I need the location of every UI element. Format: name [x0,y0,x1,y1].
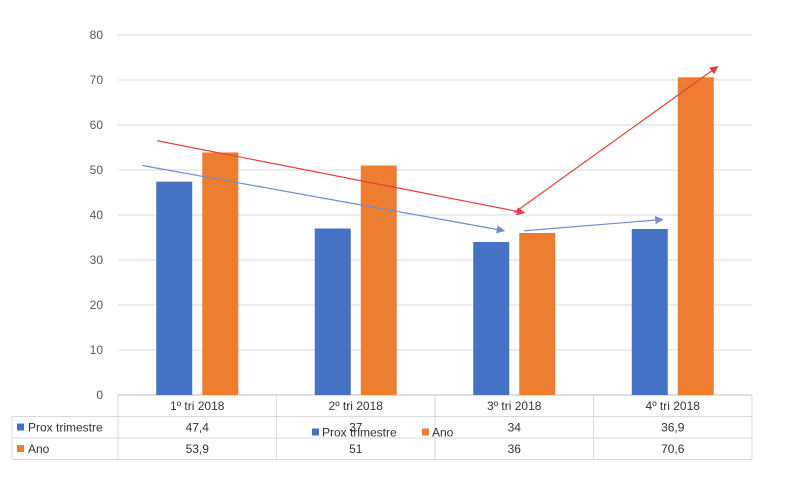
bar-ano [677,77,714,396]
trend-arrow [142,164,506,234]
data-label: 37 [349,421,363,435]
data-label: 36 [508,442,522,456]
y-axis-ticks: 0 10 20 30 40 50 60 70 80 [90,28,104,402]
table-row-label: Prox trimestre [28,421,103,435]
y-tick-label: 40 [90,208,104,222]
y-tick-label: 50 [90,163,104,177]
x-tick-label: 2º tri 2018 [329,399,384,413]
data-label: 36,9 [661,421,685,435]
bar-prox-trimestre [156,181,193,395]
bar-ano [202,152,239,395]
x-tick-label: 3º tri 2018 [487,399,542,413]
trend-arrow [157,140,526,216]
legend-key [312,428,319,436]
x-tick-label: 1º tri 2018 [170,399,225,413]
y-tick-label: 70 [90,73,104,87]
table-row-label: Ano [28,442,50,456]
bar-ano [519,233,556,395]
y-tick-label: 30 [90,253,104,267]
table-legend-key [17,423,24,431]
legend-label: Ano [432,426,454,440]
data-label: 34 [508,421,522,435]
bars [156,77,714,396]
bar-prox-trimestre [631,228,668,395]
trend-arrow [513,66,719,214]
bar-prox-trimestre [473,242,510,395]
data-label: 53,9 [186,442,210,456]
data-table: 1º tri 2018 2º tri 2018 3º tri 2018 4º tri … [11,395,753,460]
bar-ano [360,165,397,395]
table-legend-key [17,445,24,452]
data-label: 51 [349,442,363,456]
x-tick-label: 4º tri 2018 [646,399,701,413]
data-label: 70,6 [661,442,685,456]
y-tick-label: 60 [90,118,104,132]
y-tick-label: 0 [96,388,103,402]
trend-arrow [524,215,664,232]
y-tick-label: 80 [90,28,104,42]
y-tick-label: 10 [90,343,104,357]
annotation-arrows [142,66,719,234]
legend-key [422,428,429,436]
y-tick-label: 20 [90,298,104,312]
bar-prox-trimestre [314,228,351,395]
data-label: 47,4 [186,421,210,435]
legend-label: Prox trimestre [322,426,397,440]
